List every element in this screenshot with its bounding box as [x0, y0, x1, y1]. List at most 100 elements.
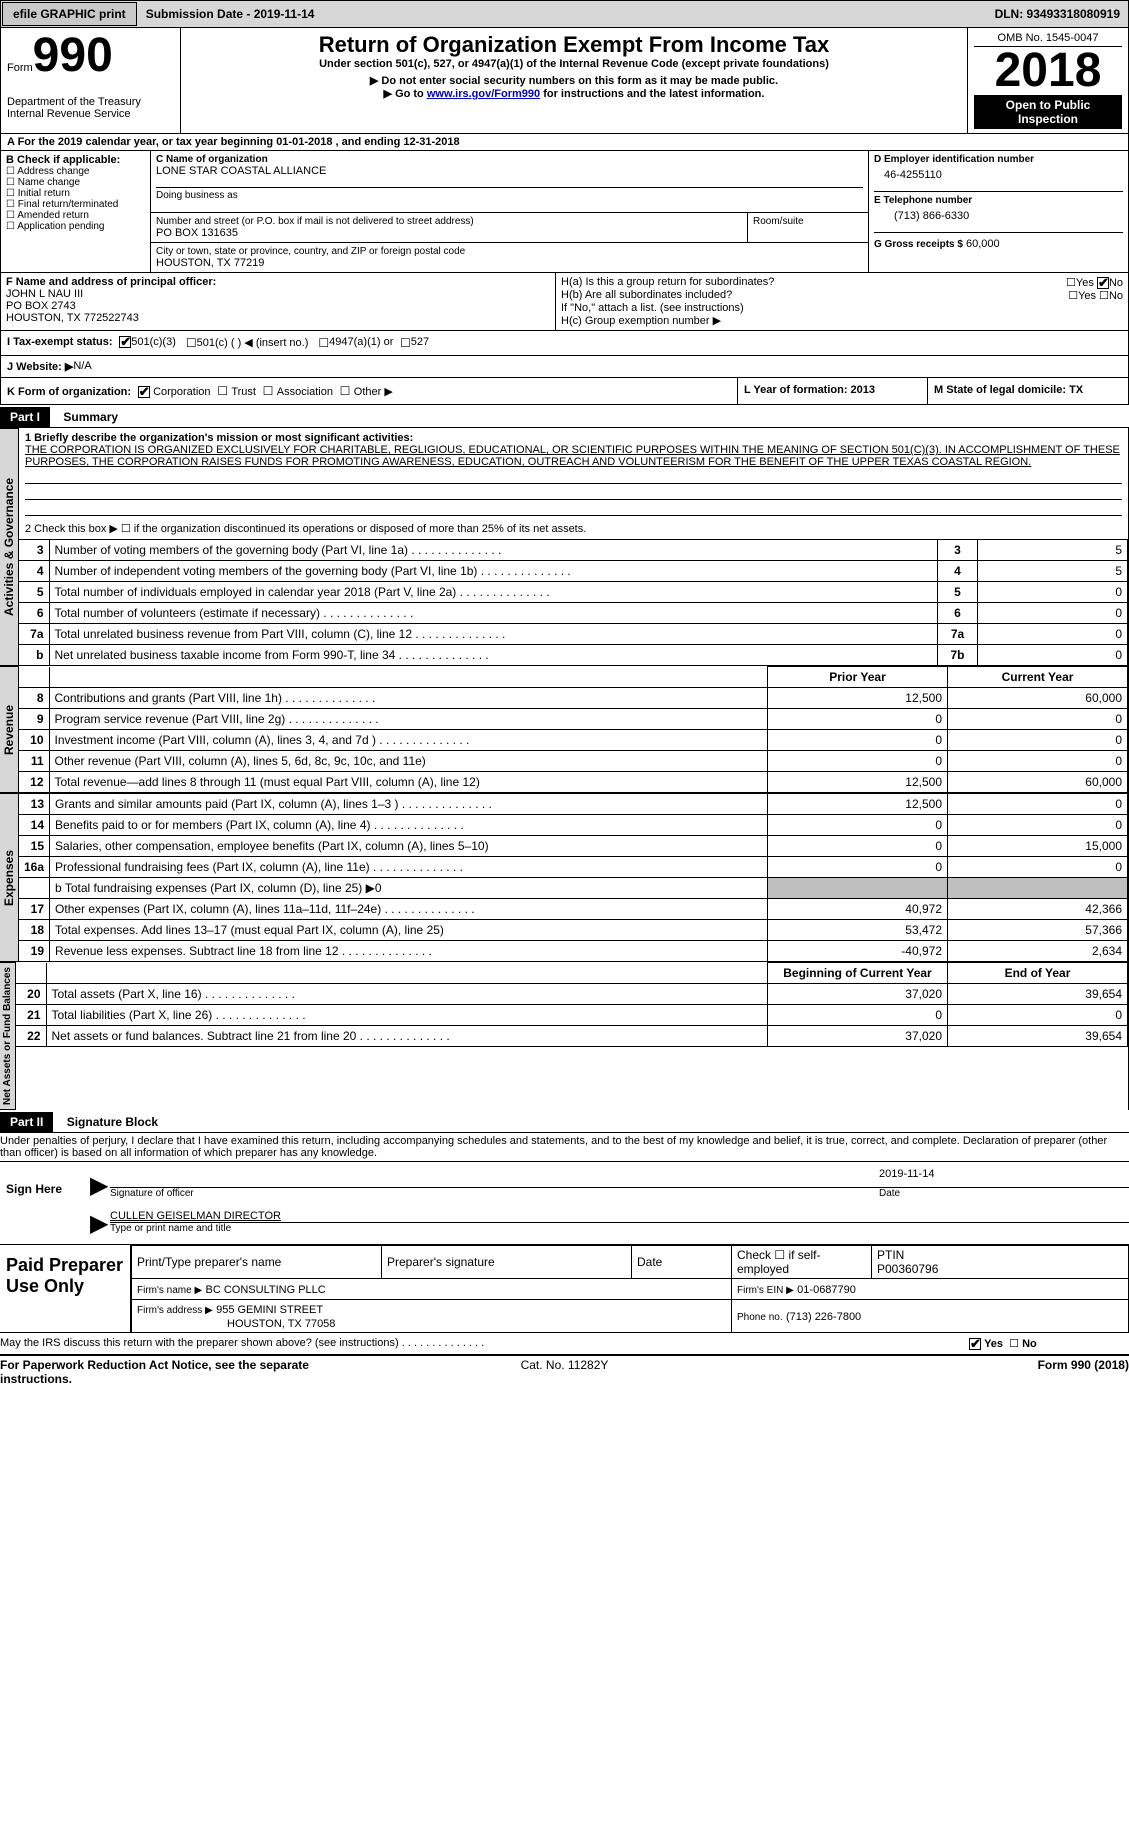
- v3: 5: [978, 540, 1128, 561]
- part1-title: Summary: [53, 410, 118, 424]
- exp-table: 13Grants and similar amounts paid (Part …: [19, 793, 1128, 962]
- open-to-public: Open to Public Inspection: [974, 95, 1122, 129]
- I-label: I Tax-exempt status:: [7, 336, 113, 350]
- l5: Total number of individuals employed in …: [49, 582, 938, 603]
- v6: 0: [978, 603, 1128, 624]
- B-opt-5[interactable]: ☐ Application pending: [6, 221, 145, 232]
- e18c: 57,366: [948, 920, 1128, 941]
- e14c: 0: [948, 815, 1128, 836]
- l1-text: THE CORPORATION IS ORGANIZED EXCLUSIVELY…: [25, 444, 1122, 468]
- pra-notice: For Paperwork Reduction Act Notice, see …: [0, 1358, 376, 1386]
- l22: Net assets or fund balances. Subtract li…: [46, 1026, 768, 1047]
- l4: Number of independent voting members of …: [49, 561, 938, 582]
- r12c: 60,000: [948, 772, 1128, 793]
- ag-table: 3Number of voting members of the governi…: [19, 539, 1128, 666]
- form-id: Form 990 (2018): [753, 1358, 1129, 1386]
- r11c: 0: [948, 751, 1128, 772]
- e13p: 12,500: [768, 794, 948, 815]
- L-year: L Year of formation: 2013: [738, 378, 928, 404]
- l11: Other revenue (Part VIII, column (A), li…: [49, 751, 768, 772]
- l6: Total number of volunteers (estimate if …: [49, 603, 938, 624]
- may-no[interactable]: No: [1022, 1338, 1037, 1350]
- I-opt-0: 501(c)(3): [131, 336, 176, 350]
- firm-city: HOUSTON, TX 77058: [137, 1318, 335, 1330]
- r10p: 0: [768, 730, 948, 751]
- may-discuss: May the IRS discuss this return with the…: [0, 1333, 1129, 1354]
- firm-name: BC CONSULTING PLLC: [206, 1284, 326, 1296]
- form-note-2: ▶ Go to www.irs.gov/Form990 for instruct…: [187, 87, 961, 100]
- l16b: b Total fundraising expenses (Part IX, c…: [50, 878, 768, 899]
- date-label: Date: [879, 1188, 1129, 1199]
- n20p: 37,020: [768, 984, 948, 1005]
- form-header: Form990 Department of the Treasury Inter…: [0, 28, 1129, 134]
- city-label: City or town, state or province, country…: [156, 246, 863, 257]
- K-opt-3[interactable]: Other ▶: [354, 386, 393, 398]
- telephone: (713) 866-6330: [874, 206, 1123, 232]
- arrow-icon: ▶: [90, 1210, 110, 1238]
- v7a: 0: [978, 624, 1128, 645]
- ein: 46-4255110: [874, 165, 1123, 191]
- may-yes: Yes: [984, 1338, 1003, 1350]
- cat-no: Cat. No. 11282Y: [376, 1358, 752, 1386]
- I-opt-2[interactable]: 4947(a)(1) or: [329, 336, 393, 350]
- I-501c3-checked[interactable]: [119, 336, 131, 348]
- K-opt-1[interactable]: Trust: [231, 386, 256, 398]
- n20c: 39,654: [948, 984, 1128, 1005]
- K-opt-2[interactable]: Association: [277, 386, 333, 398]
- B-opt-2[interactable]: ☐ Initial return: [6, 188, 145, 199]
- phone-val: (713) 226-7800: [786, 1311, 861, 1323]
- K-corp-checked[interactable]: [138, 386, 150, 398]
- l19: Revenue less expenses. Subtract line 18 …: [50, 941, 768, 962]
- r11p: 0: [768, 751, 948, 772]
- I-opt-1[interactable]: 501(c) ( ) ◀ (insert no.): [197, 336, 309, 350]
- e16p: 0: [768, 857, 948, 878]
- pdate: Date: [632, 1246, 732, 1279]
- efile-graphic-print-button[interactable]: efile GRAPHIC print: [2, 2, 137, 26]
- website: N/A: [73, 360, 91, 373]
- e13c: 0: [948, 794, 1128, 815]
- B-title: B Check if applicable:: [6, 154, 145, 166]
- l8: Contributions and grants (Part VIII, lin…: [49, 688, 768, 709]
- dept-treasury: Department of the Treasury: [7, 96, 174, 108]
- rev-table: Prior YearCurrent Year 8Contributions an…: [19, 666, 1128, 793]
- r10c: 0: [948, 730, 1128, 751]
- M-state: M State of legal domicile: TX: [928, 378, 1128, 404]
- n21p: 0: [768, 1005, 948, 1026]
- current-head: Current Year: [948, 667, 1128, 688]
- form-subtitle: Under section 501(c), 527, or 4947(a)(1)…: [187, 58, 961, 70]
- ein-val: 01-0687790: [797, 1284, 856, 1296]
- side-exp: Expenses: [0, 793, 19, 962]
- Ha-yesno[interactable]: ☐Yes No: [1066, 276, 1123, 289]
- submission-date: Submission Date - 2019-11-14: [138, 3, 323, 25]
- ptin-label: PTIN: [877, 1248, 904, 1262]
- Ha-no-checked[interactable]: [1097, 277, 1109, 289]
- note2-post: for instructions and the latest informat…: [540, 88, 764, 100]
- F-label: F Name and address of principal officer:: [6, 276, 550, 288]
- may-text: May the IRS discuss this return with the…: [0, 1337, 969, 1350]
- part1-bar: Part I Summary: [0, 407, 1129, 428]
- l20: Total assets (Part X, line 16): [46, 984, 768, 1005]
- l1-label: 1 Briefly describe the organization's mi…: [25, 432, 1122, 444]
- section-activities-governance: Activities & Governance 1 Briefly descri…: [0, 428, 1129, 666]
- n22p: 37,020: [768, 1026, 948, 1047]
- C-name-label: C Name of organization: [156, 154, 863, 165]
- sign-here-block: Sign Here ▶ 2019-11-14 Signature of offi…: [0, 1162, 1129, 1245]
- B-opt-4[interactable]: ☐ Amended return: [6, 210, 145, 221]
- addr: PO BOX 131635: [156, 227, 742, 239]
- self[interactable]: Check ☐ if self-employed: [732, 1246, 872, 1279]
- page-footer: For Paperwork Reduction Act Notice, see …: [0, 1354, 1129, 1386]
- may-yes-checked[interactable]: [969, 1338, 981, 1350]
- e18p: 53,472: [768, 920, 948, 941]
- e17c: 42,366: [948, 899, 1128, 920]
- r9p: 0: [768, 709, 948, 730]
- B-opt-3[interactable]: ☐ Final return/terminated: [6, 199, 145, 210]
- B-opt-1[interactable]: ☐ Name change: [6, 177, 145, 188]
- e15p: 0: [768, 836, 948, 857]
- phone-label: Phone no.: [737, 1312, 783, 1323]
- line-J: J Website: ▶ N/A: [0, 356, 1129, 378]
- B-opt-0[interactable]: ☐ Address change: [6, 166, 145, 177]
- I-opt-3[interactable]: 527: [411, 336, 429, 350]
- form990-link[interactable]: www.irs.gov/Form990: [427, 88, 540, 100]
- Hb-yesno[interactable]: ☐Yes ☐No: [1068, 289, 1123, 302]
- prior-head: Prior Year: [768, 667, 948, 688]
